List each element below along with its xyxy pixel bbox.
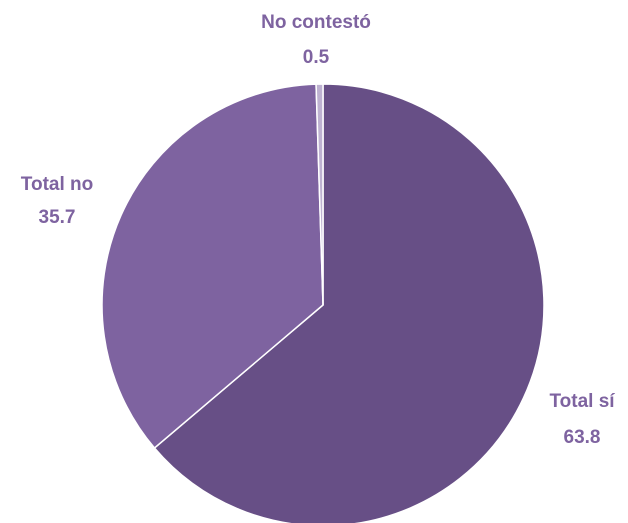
slice-total-si xyxy=(153,83,545,523)
label-name-total-no: Total no xyxy=(21,174,93,195)
label-value-total-si: 63.8 xyxy=(564,427,601,448)
pie-slices xyxy=(101,83,545,523)
label-no-contesto: No contestó 0.5 xyxy=(261,12,371,68)
label-name-no-contesto: No contestó xyxy=(261,12,371,33)
label-name-total-si: Total sí xyxy=(549,391,615,412)
label-total-si: Total sí 63.8 xyxy=(549,391,615,448)
label-value-total-no: 35.7 xyxy=(39,207,76,228)
slice-no-contesto xyxy=(315,83,324,306)
label-total-no: Total no 35.7 xyxy=(21,174,93,228)
label-value-no-contesto: 0.5 xyxy=(303,47,330,68)
slice-total-no xyxy=(101,83,324,450)
